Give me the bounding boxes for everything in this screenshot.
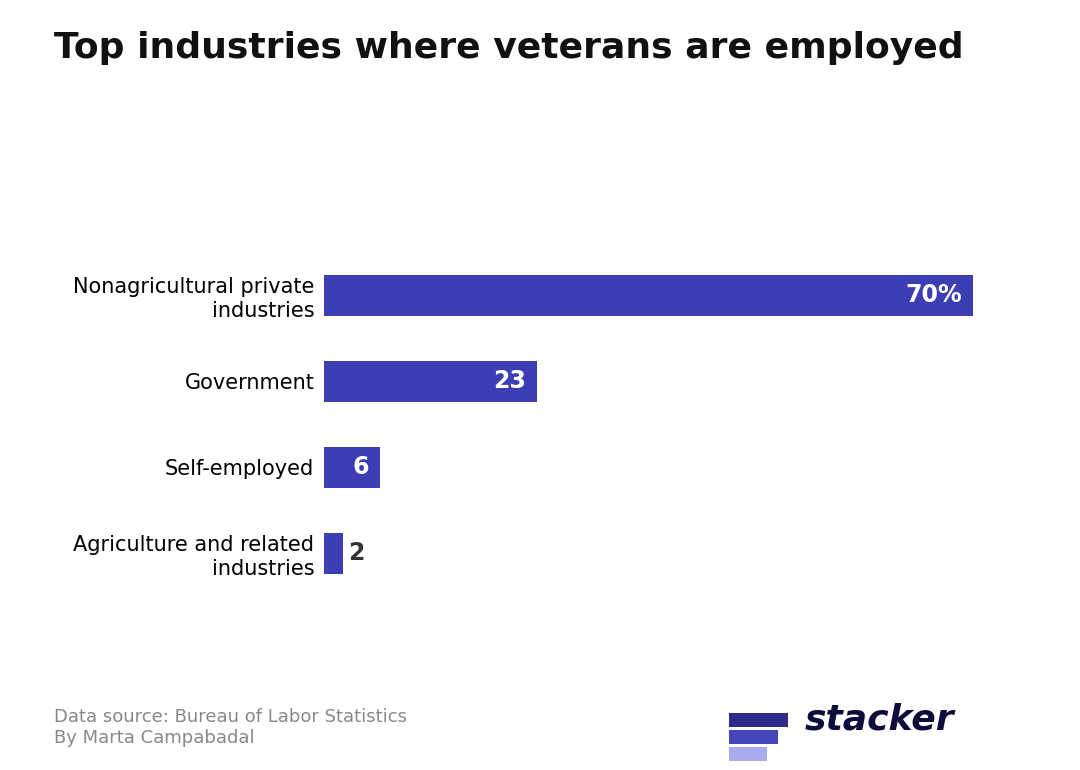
Text: 70%: 70% xyxy=(906,283,962,307)
Bar xyxy=(324,361,538,402)
Text: stacker: stacker xyxy=(805,703,955,737)
Text: 23: 23 xyxy=(494,370,526,393)
Bar xyxy=(324,533,342,574)
Text: Top industries where veterans are employed: Top industries where veterans are employ… xyxy=(54,31,963,65)
Bar xyxy=(324,447,380,488)
Bar xyxy=(324,275,973,316)
Text: 2: 2 xyxy=(348,541,364,565)
Text: Data source: Bureau of Labor Statistics
By Marta Campabadal: Data source: Bureau of Labor Statistics … xyxy=(54,708,407,747)
Text: 6: 6 xyxy=(352,455,368,480)
